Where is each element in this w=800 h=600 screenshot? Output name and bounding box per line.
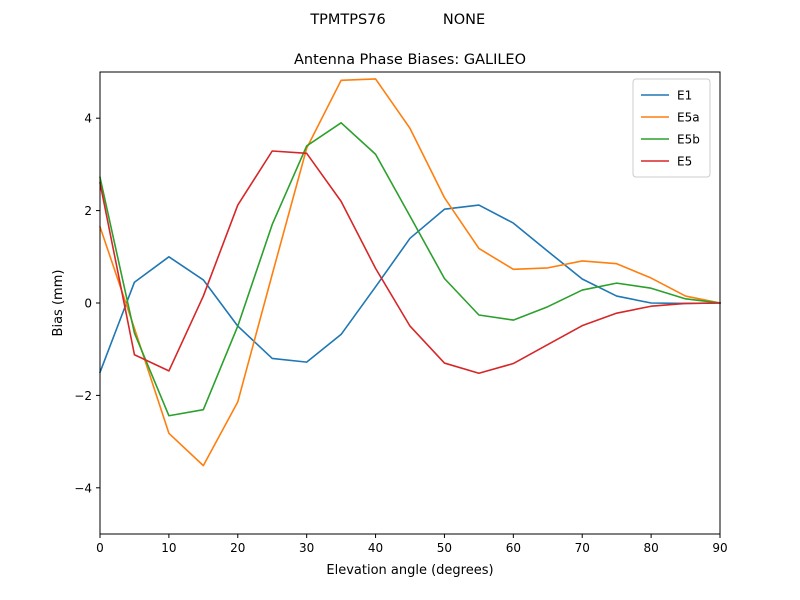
x-tick-label: 90 xyxy=(712,541,727,555)
x-tick-label: 80 xyxy=(643,541,658,555)
x-tick-label: 70 xyxy=(575,541,590,555)
legend-label-e5a: E5a xyxy=(677,111,700,125)
y-tick-label: −2 xyxy=(74,389,92,403)
x-tick-label: 40 xyxy=(368,541,383,555)
x-tick-label: 10 xyxy=(161,541,176,555)
legend-box xyxy=(632,78,711,178)
legend-label-e5b: E5b xyxy=(677,133,700,147)
x-tick-label: 50 xyxy=(437,541,452,555)
y-axis-label: Bias (mm) xyxy=(51,270,66,337)
y-tick-label: 2 xyxy=(84,204,92,218)
series-line-e5 xyxy=(99,150,721,375)
y-tick-label: 4 xyxy=(84,112,92,126)
plot-frame xyxy=(99,71,721,535)
series-line-e5b xyxy=(99,122,721,417)
chart-title: Antenna Phase Biases: GALILEO xyxy=(294,52,526,68)
x-tick-label: 30 xyxy=(299,541,314,555)
suptitle-right: NONE xyxy=(443,12,485,28)
series-line-e1 xyxy=(98,204,721,374)
x-axis-label: Elevation angle (degrees) xyxy=(326,563,493,578)
y-tick-label: 0 xyxy=(84,297,92,311)
ticks-layer: 0 10 20 30 40 50 60 70 80 90 −4 −2 0 2 4 xyxy=(74,112,727,555)
x-tick-label: 0 xyxy=(96,541,104,555)
legend-label-e1: E1 xyxy=(677,89,692,103)
legend: E1 E5a E5b E5 xyxy=(632,78,711,178)
suptitle-left: TPMTPS76 xyxy=(309,12,385,28)
legend-label-e5: E5 xyxy=(677,155,692,169)
x-tick-label: 60 xyxy=(506,541,521,555)
x-tick-label: 20 xyxy=(230,541,245,555)
series-line-e5a xyxy=(98,78,721,467)
y-tick-label: −4 xyxy=(74,481,92,495)
series-layer xyxy=(98,78,721,467)
